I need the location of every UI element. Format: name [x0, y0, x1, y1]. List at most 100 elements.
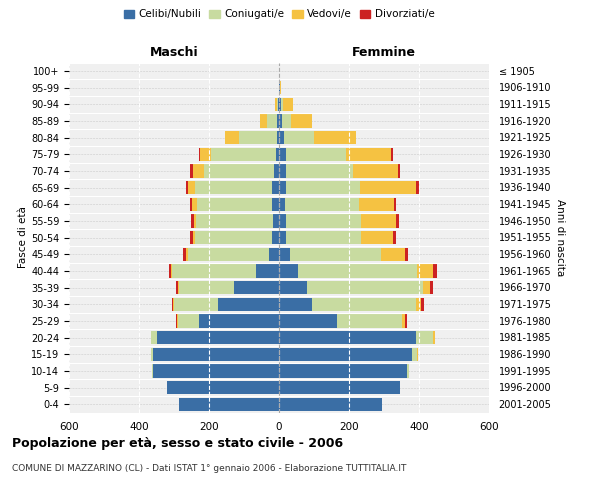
- Bar: [173, 298, 174, 311]
- Bar: [151, 331, 157, 344]
- Bar: [415, 181, 419, 194]
- Bar: [279, 281, 307, 294]
- Bar: [211, 148, 275, 161]
- Bar: [398, 164, 400, 177]
- Bar: [190, 231, 193, 244]
- Bar: [272, 181, 279, 194]
- Bar: [393, 231, 395, 244]
- Bar: [298, 264, 417, 278]
- Bar: [239, 131, 277, 144]
- Bar: [186, 248, 188, 261]
- Bar: [394, 198, 395, 211]
- Bar: [199, 314, 279, 328]
- Bar: [415, 298, 421, 311]
- Text: Maschi: Maschi: [149, 46, 199, 59]
- Bar: [272, 198, 279, 211]
- Bar: [433, 331, 435, 344]
- Bar: [193, 231, 195, 244]
- Bar: [279, 398, 382, 411]
- Bar: [290, 248, 380, 261]
- Bar: [196, 214, 272, 228]
- Bar: [188, 248, 269, 261]
- Bar: [279, 231, 286, 244]
- Bar: [279, 114, 282, 128]
- Bar: [279, 264, 298, 278]
- Bar: [278, 98, 279, 111]
- Bar: [286, 198, 359, 211]
- Bar: [194, 214, 196, 228]
- Bar: [279, 198, 286, 211]
- Bar: [186, 181, 188, 194]
- Y-axis label: Anni di nascita: Anni di nascita: [556, 199, 565, 276]
- Bar: [190, 164, 193, 177]
- Bar: [279, 131, 284, 144]
- Bar: [179, 281, 233, 294]
- Bar: [178, 281, 179, 294]
- Bar: [307, 281, 422, 294]
- Bar: [269, 248, 279, 261]
- Bar: [281, 98, 283, 111]
- Bar: [279, 148, 286, 161]
- Bar: [279, 381, 400, 394]
- Text: COMUNE DI MAZZARINO (CL) - Dati ISTAT 1° gennaio 2006 - Elaborazione TUTTITALIA.: COMUNE DI MAZZARINO (CL) - Dati ISTAT 1°…: [12, 464, 406, 473]
- Bar: [391, 148, 393, 161]
- Bar: [279, 348, 412, 361]
- Bar: [284, 131, 314, 144]
- Bar: [286, 214, 361, 228]
- Bar: [337, 314, 401, 328]
- Bar: [277, 131, 279, 144]
- Bar: [279, 181, 286, 194]
- Bar: [267, 114, 277, 128]
- Bar: [417, 264, 433, 278]
- Bar: [286, 164, 353, 177]
- Bar: [191, 214, 194, 228]
- Bar: [417, 348, 418, 361]
- Bar: [195, 231, 272, 244]
- Bar: [184, 248, 186, 261]
- Bar: [275, 148, 279, 161]
- Bar: [277, 98, 278, 111]
- Bar: [218, 298, 279, 311]
- Bar: [279, 98, 281, 111]
- Bar: [286, 148, 346, 161]
- Bar: [274, 164, 279, 177]
- Bar: [275, 98, 277, 111]
- Bar: [435, 331, 436, 344]
- Bar: [290, 114, 311, 128]
- Bar: [405, 314, 407, 328]
- Bar: [359, 181, 415, 194]
- Bar: [195, 181, 272, 194]
- Bar: [272, 231, 279, 244]
- Bar: [279, 214, 286, 228]
- Bar: [279, 298, 312, 311]
- Bar: [353, 164, 398, 177]
- Bar: [204, 164, 274, 177]
- Bar: [380, 248, 405, 261]
- Bar: [167, 381, 279, 394]
- Bar: [359, 198, 394, 211]
- Bar: [172, 264, 256, 278]
- Bar: [361, 231, 393, 244]
- Bar: [361, 214, 396, 228]
- Bar: [286, 231, 361, 244]
- Bar: [197, 198, 272, 211]
- Bar: [188, 181, 195, 194]
- Bar: [225, 131, 239, 144]
- Bar: [421, 298, 424, 311]
- Bar: [174, 298, 218, 311]
- Bar: [172, 298, 173, 311]
- Bar: [157, 331, 279, 344]
- Bar: [200, 148, 211, 161]
- Bar: [279, 314, 337, 328]
- Bar: [314, 131, 356, 144]
- Bar: [433, 264, 437, 278]
- Bar: [277, 114, 279, 128]
- Bar: [193, 164, 204, 177]
- Bar: [407, 364, 409, 378]
- Bar: [169, 264, 170, 278]
- Bar: [176, 314, 177, 328]
- Bar: [279, 164, 286, 177]
- Bar: [286, 181, 359, 194]
- Bar: [199, 148, 200, 161]
- Bar: [279, 248, 290, 261]
